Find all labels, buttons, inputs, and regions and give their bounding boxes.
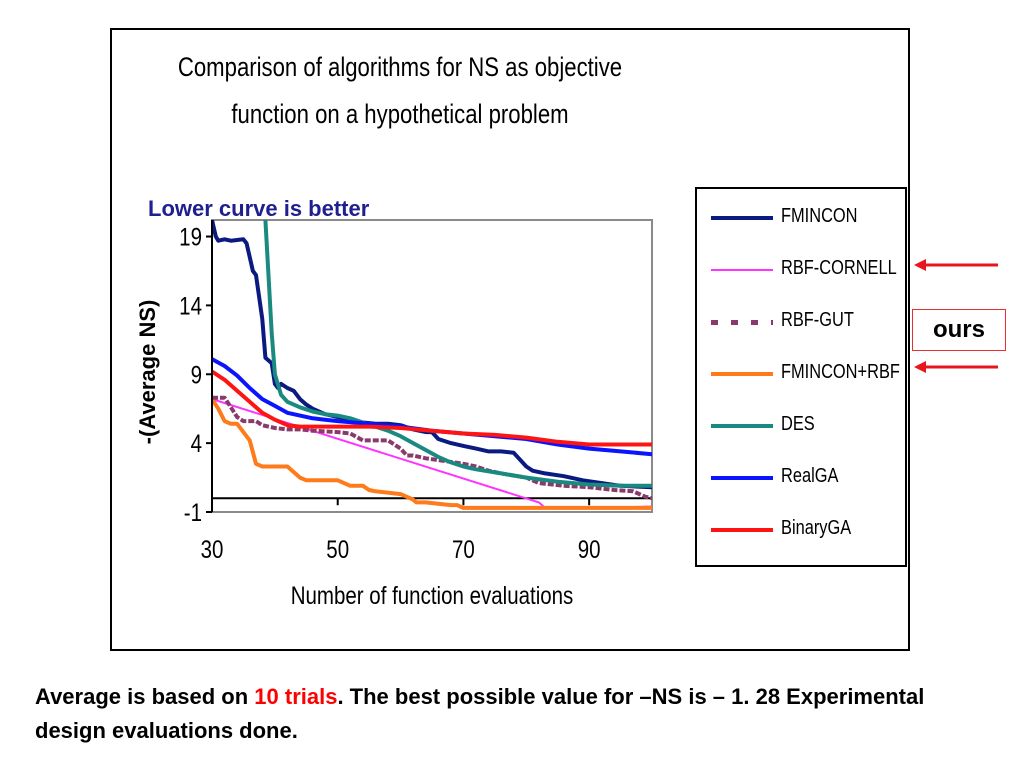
legend-item-binaryga: BinaryGA [711, 515, 906, 545]
y-tick-label: 4 [191, 429, 203, 457]
legend-label: RealGA [781, 465, 839, 487]
legend-item-realga: RealGA [711, 463, 906, 493]
legend-swatch [711, 269, 773, 271]
lower-curve-note: Lower curve is better [148, 196, 370, 221]
x-tick-label: 90 [578, 535, 601, 563]
y-tick-label: 9 [191, 360, 202, 388]
series-line-des [263, 220, 652, 488]
series-line-binaryga [212, 369, 652, 447]
series-line-rbf-gut [212, 395, 652, 501]
x-tick-label: 30 [201, 535, 224, 563]
legend-label: FMINCON [781, 205, 858, 227]
legend-swatch [711, 216, 773, 220]
legend-label: RBF-CORNELL [781, 257, 897, 279]
legend-label: FMINCON+RBF [781, 361, 900, 383]
chart-title: Comparison of algorithms for NS as objec… [162, 44, 638, 138]
legend-swatch [711, 476, 773, 480]
legend-swatch [711, 320, 773, 325]
legend-label: BinaryGA [781, 517, 852, 539]
y-tick-label: 19 [179, 223, 202, 251]
legend-item-fmincon: FMINCON [711, 203, 906, 233]
caption-highlight: 10 trials [254, 684, 338, 709]
chart-title-line-1: Comparison of algorithms for NS as objec… [177, 52, 623, 82]
legend: FMINCON RBF-CORNELL RBF-GUT FMINCON+RBF … [695, 187, 907, 567]
y-tick-label: 14 [179, 291, 202, 319]
caption-part-2: . The best possible value for –NS is – 1… [35, 684, 925, 743]
legend-swatch [711, 528, 773, 532]
legend-label: DES [781, 413, 815, 435]
x-tick-label: 70 [452, 535, 475, 563]
series-line-fmincon-rbf [212, 398, 652, 510]
chart-title-line-2: function on a hypothetical problem [231, 99, 569, 129]
x-tick-label: 50 [326, 535, 349, 563]
legend-swatch [711, 424, 773, 428]
ours-callout: ours [912, 309, 1006, 351]
legend-item-des: DES [711, 411, 906, 441]
arrow-to-fmincon-rbf-icon [914, 361, 998, 373]
legend-item-rbf-gut: RBF-GUT [711, 307, 906, 337]
legend-label: RBF-GUT [781, 309, 854, 331]
legend-item-fmincon-rbf: FMINCON+RBF [711, 359, 906, 389]
legend-swatch [711, 372, 773, 376]
x-axis-label: Number of function evaluations [290, 582, 574, 610]
arrow-to-rbf-cornell-icon [914, 259, 998, 271]
y-tick-label: -1 [184, 498, 202, 526]
y-axis-label: -(Average NS) [135, 299, 160, 445]
caption-part-1: Average is based on [35, 684, 255, 709]
legend-item-rbf-cornell: RBF-CORNELL [711, 255, 906, 285]
series-line-realga [212, 357, 652, 457]
caption: Average is based on 10 trials. The best … [35, 680, 995, 748]
